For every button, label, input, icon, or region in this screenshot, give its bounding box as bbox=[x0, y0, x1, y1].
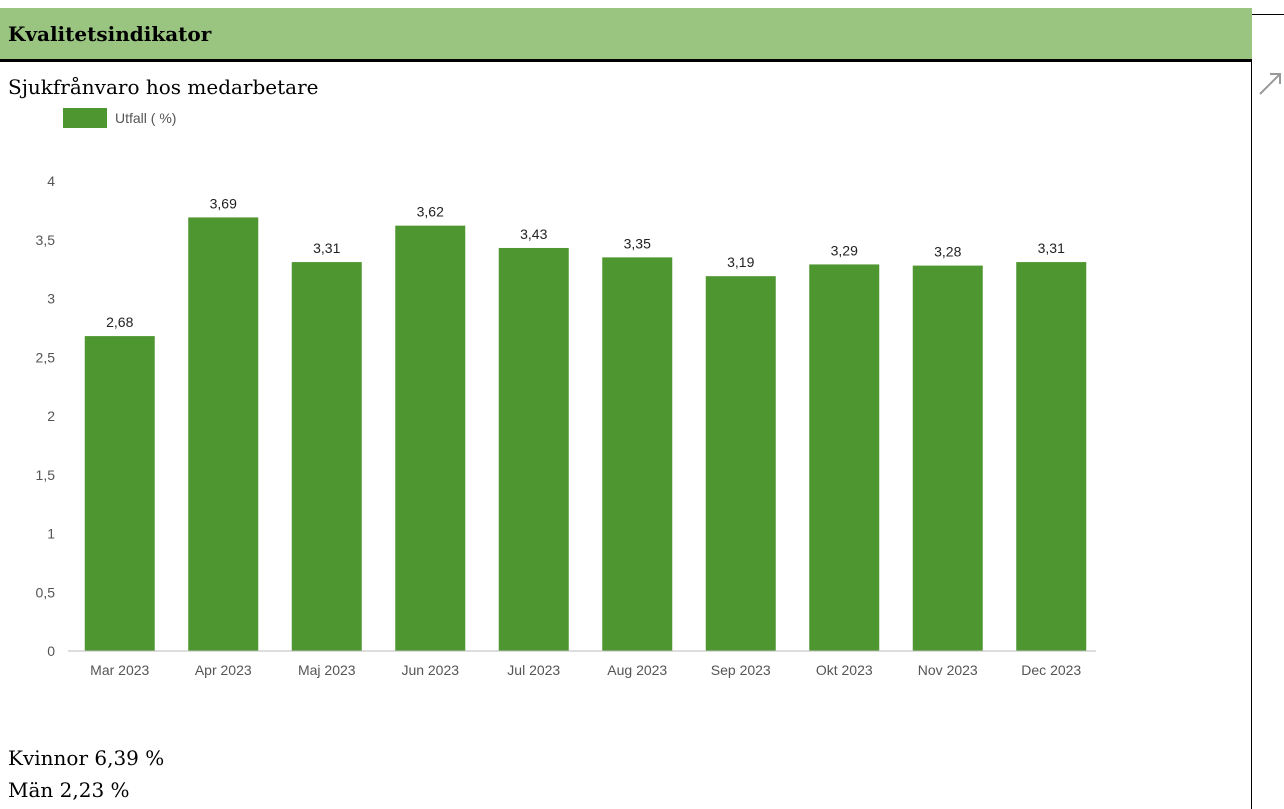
bar bbox=[602, 257, 673, 651]
data-label: 3,69 bbox=[210, 195, 237, 211]
data-label: 3,19 bbox=[727, 254, 754, 270]
y-tick-label: 4 bbox=[47, 173, 55, 189]
y-tick-label: 1 bbox=[47, 526, 55, 542]
y-tick-label: 2 bbox=[47, 408, 55, 424]
bar-chart: Utfall ( %) 0 0,5 1 1,5 2 2,5 3 3,5 4 2,68 3,69 3,… bbox=[36, 108, 1096, 678]
data-label: 3,29 bbox=[831, 242, 858, 258]
table-border bbox=[1251, 62, 1252, 809]
expand-arrow-icon[interactable] bbox=[1258, 72, 1282, 96]
bar bbox=[1016, 262, 1087, 651]
bar bbox=[395, 225, 466, 651]
x-tick-label: Jul 2023 bbox=[507, 662, 560, 678]
x-tick-label: Dec 2023 bbox=[1021, 662, 1081, 678]
y-tick-label: 2,5 bbox=[36, 349, 56, 365]
y-tick-label: 3 bbox=[47, 291, 55, 307]
x-tick-label: Nov 2023 bbox=[918, 662, 978, 678]
page-title: Kvalitetsindikator bbox=[8, 22, 212, 46]
chart-section-title: Sjukfrånvaro hos medarbetare bbox=[8, 75, 319, 99]
x-tick-label: Okt 2023 bbox=[816, 662, 873, 678]
bar bbox=[498, 247, 569, 651]
bar bbox=[291, 262, 362, 651]
data-label: 3,31 bbox=[313, 240, 340, 256]
x-tick-label: Apr 2023 bbox=[195, 662, 252, 678]
data-label: 3,43 bbox=[520, 226, 547, 242]
men-sick-leave: Män 2,23 % bbox=[8, 778, 130, 802]
women-sick-leave: Kvinnor 6,39 % bbox=[8, 746, 165, 770]
data-label: 3,35 bbox=[624, 235, 651, 251]
data-label: 3,62 bbox=[417, 204, 444, 220]
x-tick-label: Mar 2023 bbox=[90, 662, 149, 678]
y-tick-label: 3,5 bbox=[36, 232, 56, 248]
header-rule bbox=[1252, 14, 1284, 15]
header-bar: Kvalitetsindikator bbox=[0, 8, 1252, 62]
data-label: 3,31 bbox=[1038, 240, 1065, 256]
x-tick-label: Maj 2023 bbox=[298, 662, 356, 678]
x-tick-label: Jun 2023 bbox=[401, 662, 459, 678]
legend-swatch bbox=[63, 108, 107, 128]
bar bbox=[912, 265, 983, 651]
y-tick-label: 0 bbox=[47, 643, 55, 659]
bar bbox=[84, 336, 155, 651]
bar bbox=[705, 276, 776, 651]
data-label: 2,68 bbox=[106, 314, 133, 330]
bar bbox=[809, 264, 880, 651]
x-tick-label: Sep 2023 bbox=[711, 662, 771, 678]
y-tick-label: 1,5 bbox=[36, 467, 56, 483]
y-tick-label: 0,5 bbox=[36, 584, 56, 600]
x-tick-label: Aug 2023 bbox=[607, 662, 667, 678]
data-label: 3,28 bbox=[934, 244, 961, 260]
legend-label: Utfall ( %) bbox=[115, 110, 176, 126]
bar bbox=[188, 217, 259, 652]
